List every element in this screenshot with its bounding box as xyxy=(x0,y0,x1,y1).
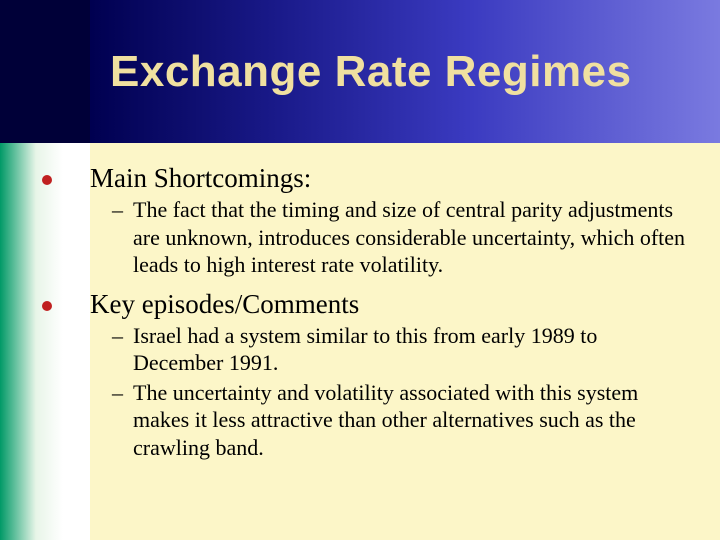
sub-list: – Israel had a system similar to this fr… xyxy=(112,322,690,462)
strip-bottom xyxy=(0,143,90,540)
dash-icon: – xyxy=(112,379,123,407)
bullet-dot-icon xyxy=(42,301,52,311)
left-decorative-strip xyxy=(0,0,90,540)
slide: Exchange Rate Regimes Main Shortcomings:… xyxy=(0,0,720,540)
dash-icon: – xyxy=(112,322,123,350)
sub-text: The fact that the timing and size of cen… xyxy=(133,196,690,279)
main-area: Exchange Rate Regimes Main Shortcomings:… xyxy=(90,0,720,540)
bullet-heading: Key episodes/Comments xyxy=(90,289,359,320)
sub-item: – The uncertainty and volatility associa… xyxy=(112,379,690,462)
sub-text: The uncertainty and volatility associate… xyxy=(133,379,690,462)
bullet-item: Key episodes/Comments xyxy=(90,289,690,320)
bullet-item: Main Shortcomings: xyxy=(90,163,690,194)
strip-top xyxy=(0,0,90,143)
bullet-dot-icon xyxy=(42,175,52,185)
sub-item: – The fact that the timing and size of c… xyxy=(112,196,690,279)
dash-icon: – xyxy=(112,196,123,224)
sub-text: Israel had a system similar to this from… xyxy=(133,322,690,377)
content-area: Main Shortcomings: – The fact that the t… xyxy=(90,143,720,540)
sub-item: – Israel had a system similar to this fr… xyxy=(112,322,690,377)
slide-title: Exchange Rate Regimes xyxy=(110,47,632,97)
bullet-heading: Main Shortcomings: xyxy=(90,163,311,194)
title-band: Exchange Rate Regimes xyxy=(90,0,720,143)
sub-list: – The fact that the timing and size of c… xyxy=(112,196,690,279)
